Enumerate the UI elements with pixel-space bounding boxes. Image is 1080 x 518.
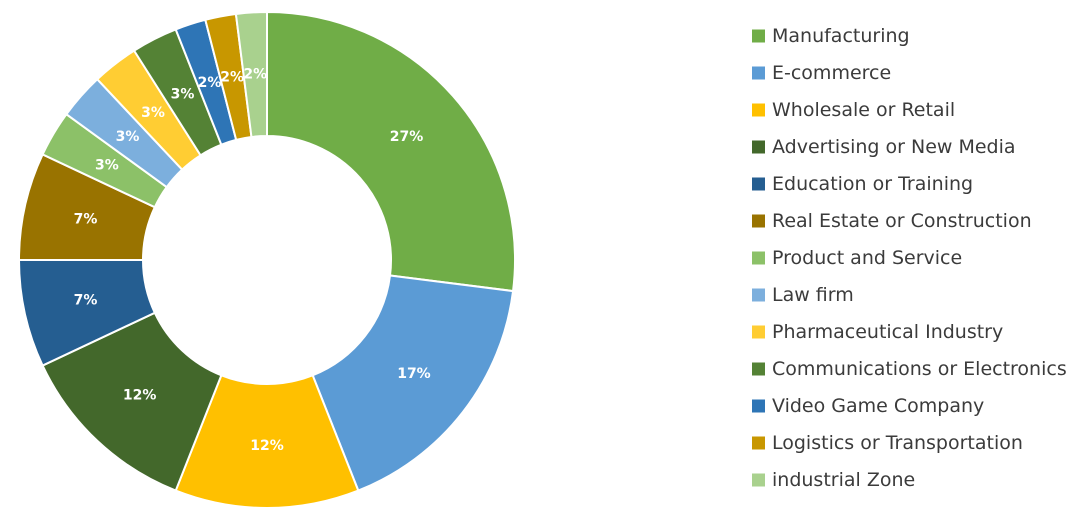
data-label-2: 17% (397, 366, 431, 382)
legend-item-1: Manufacturing (752, 25, 910, 47)
legend-label-1: Manufacturing (772, 25, 910, 47)
legend-label-7: Product and Service (772, 247, 962, 269)
legend-label-6: Real Estate or Construction (772, 210, 1032, 232)
data-label-12: 2% (220, 69, 244, 85)
legend-label-11: Video Game Company (772, 395, 984, 417)
legend-item-7: Product and Service (752, 247, 962, 269)
data-label-11: 2% (198, 75, 222, 91)
data-label-9: 3% (141, 105, 165, 121)
legend-swatch-11 (752, 399, 765, 413)
data-label-7: 3% (95, 157, 119, 173)
legend-item-3: Wholesale or Retail (752, 99, 955, 121)
data-label-8: 3% (116, 129, 140, 145)
legend-swatch-10 (752, 362, 765, 376)
data-label-6: 7% (74, 211, 98, 227)
legend-swatch-9 (752, 325, 765, 339)
legend-item-5: Education or Training (752, 173, 973, 195)
legend-item-9: Pharmaceutical Industry (752, 321, 1003, 343)
legend-swatch-8 (752, 288, 765, 302)
data-label-10: 3% (171, 86, 195, 102)
chart-data-labels: 27%17%12%12%7%7%3%3%3%3%2%2% 2% (74, 66, 431, 454)
data-label-1: 27% (390, 129, 424, 145)
legend-swatch-2 (752, 66, 765, 80)
legend-swatch-7 (752, 251, 765, 265)
legend-item-8: Law firm (752, 284, 854, 306)
legend-swatch-6 (752, 214, 765, 228)
legend-label-12: Logistics or Transportation (772, 432, 1023, 454)
legend-item-4: Advertising or New Media (752, 136, 1016, 158)
data-label-3: 12% (250, 438, 284, 454)
data-label-4: 12% (123, 388, 157, 404)
legend-item-11: Video Game Company (752, 395, 984, 417)
legend-label-4: Advertising or New Media (772, 136, 1016, 158)
data-label-5: 7% (74, 293, 98, 309)
legend-label-3: Wholesale or Retail (772, 99, 955, 121)
legend-swatch-4 (752, 140, 765, 154)
legend-label-10: Communications or Electronics (772, 358, 1067, 380)
legend-label-13: industrial Zone (772, 469, 915, 491)
legend-label-8: Law firm (772, 284, 854, 306)
slice-1 (266, 10, 516, 293)
legend-swatch-3 (752, 103, 765, 117)
legend-label-2: E-commerce (772, 62, 891, 84)
legend-item-6: Real Estate or Construction (752, 210, 1032, 232)
legend-item-2: E-commerce (752, 62, 891, 84)
slice-2 (311, 274, 515, 492)
legend-label-9: Pharmaceutical Industry (772, 321, 1003, 343)
legend-swatch-13 (752, 473, 765, 487)
slice-13 (234, 10, 268, 139)
chart-slices (17, 10, 516, 509)
data-label-13: 2% (243, 66, 267, 82)
legend-swatch-12 (752, 436, 765, 450)
chart-legend: Manufacturing E-commerce Wholesale or Reta… (752, 25, 1067, 491)
legend-swatch-5 (752, 177, 765, 191)
legend-item-12: Logistics or Transportation (752, 432, 1023, 454)
legend-item-13: industrial Zone (752, 469, 915, 491)
legend-item-10: Communications or Electronics (752, 358, 1067, 380)
legend-swatch-1 (752, 29, 765, 43)
legend-label-5: Education or Training (772, 173, 973, 195)
